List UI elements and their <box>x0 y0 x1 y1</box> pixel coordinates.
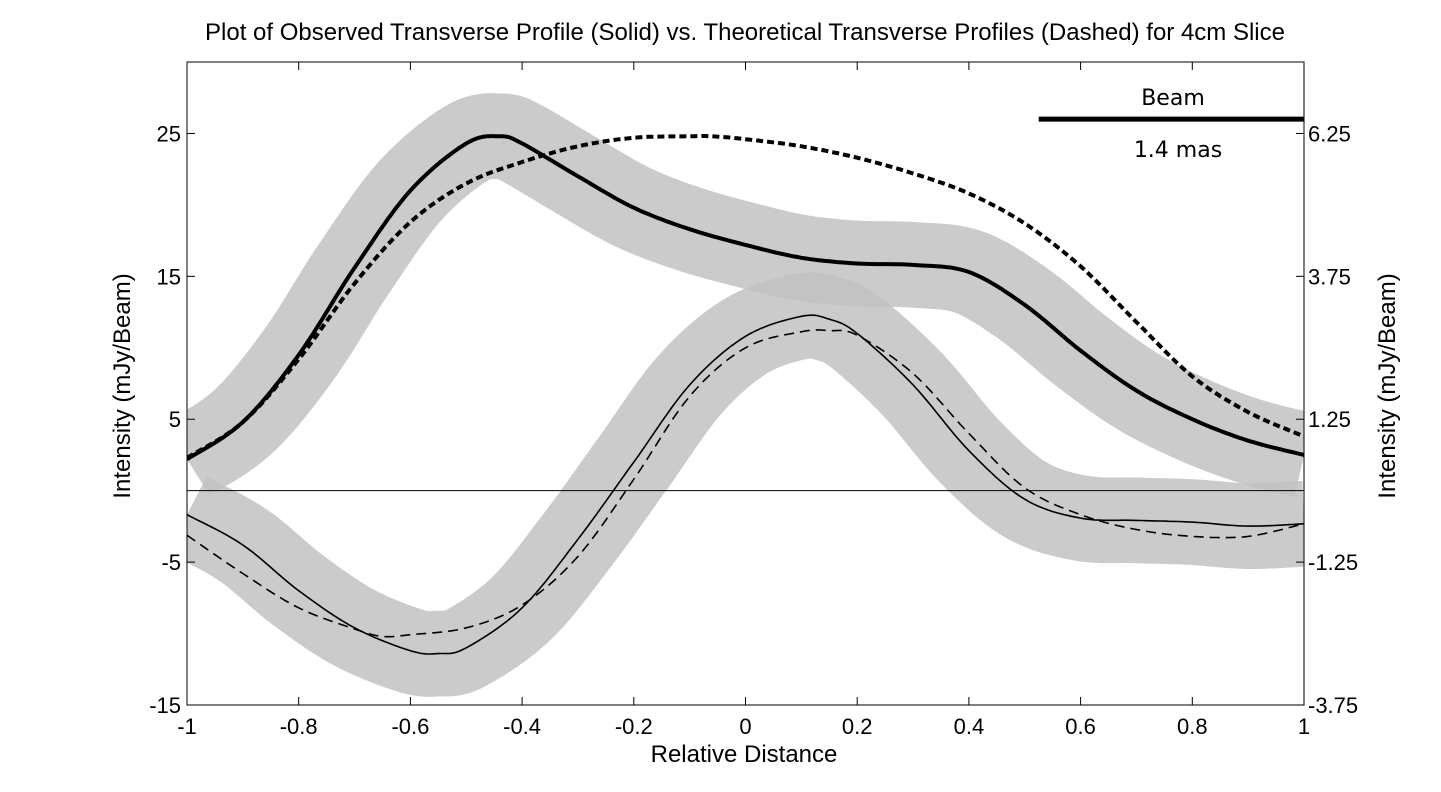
y-tick-label-right: 3.75 <box>1308 264 1351 289</box>
series-line-4 <box>187 329 1304 638</box>
y-tick-label-right: 1.25 <box>1308 407 1351 432</box>
y-tick-label-right: 6.25 <box>1308 121 1351 146</box>
series-lines <box>187 134 1304 655</box>
x-tick-label: 0 <box>739 714 751 739</box>
x-tick-label: -0.8 <box>280 714 318 739</box>
y-axis-label-right: Intensity (mJy/Beam) <box>1374 273 1401 498</box>
x-tick-label: -0.4 <box>503 714 541 739</box>
x-tick-label: -0.6 <box>391 714 429 739</box>
x-axis-label: Relative Distance <box>651 741 838 768</box>
axes: -1 -0.8 -0.6 -0.4 -0.2 0 0.2 0.4 0.6 0.8 1 -15 -5 5 15… <box>149 61 1358 739</box>
x-tick-label: 1 <box>1298 714 1310 739</box>
x-tick-label: 0.4 <box>954 714 985 739</box>
beam-indicator: Beam 1.4 mas <box>1038 86 1304 163</box>
y-tick-label-left: -15 <box>149 693 181 718</box>
y-tick-label-left: 5 <box>169 407 181 432</box>
y-axis-label-left: Intensity (mJy/Beam) <box>109 273 136 498</box>
y-tick-label-left: -5 <box>161 550 181 575</box>
x-tick-label: 0.6 <box>1065 714 1096 739</box>
y-tick-label-left: 15 <box>157 264 181 289</box>
y-tick-label-left: 25 <box>157 121 181 146</box>
x-tick-label: -0.2 <box>615 714 653 739</box>
beam-size-label: 1.4 mas <box>1134 138 1222 163</box>
x-tick-label: -1 <box>177 714 197 739</box>
y-tick-label-right: -3.75 <box>1308 693 1358 718</box>
series-line-3 <box>187 314 1304 655</box>
y-tick-label-right: -1.25 <box>1308 550 1358 575</box>
x-tick-label: 0.2 <box>842 714 873 739</box>
x-tick-label: 0.8 <box>1177 714 1208 739</box>
chart-title: Plot of Observed Transverse Profile (Sol… <box>205 19 1285 46</box>
series-line-2 <box>187 134 1304 460</box>
series-line-1 <box>187 134 1304 461</box>
beam-label: Beam <box>1141 86 1205 111</box>
